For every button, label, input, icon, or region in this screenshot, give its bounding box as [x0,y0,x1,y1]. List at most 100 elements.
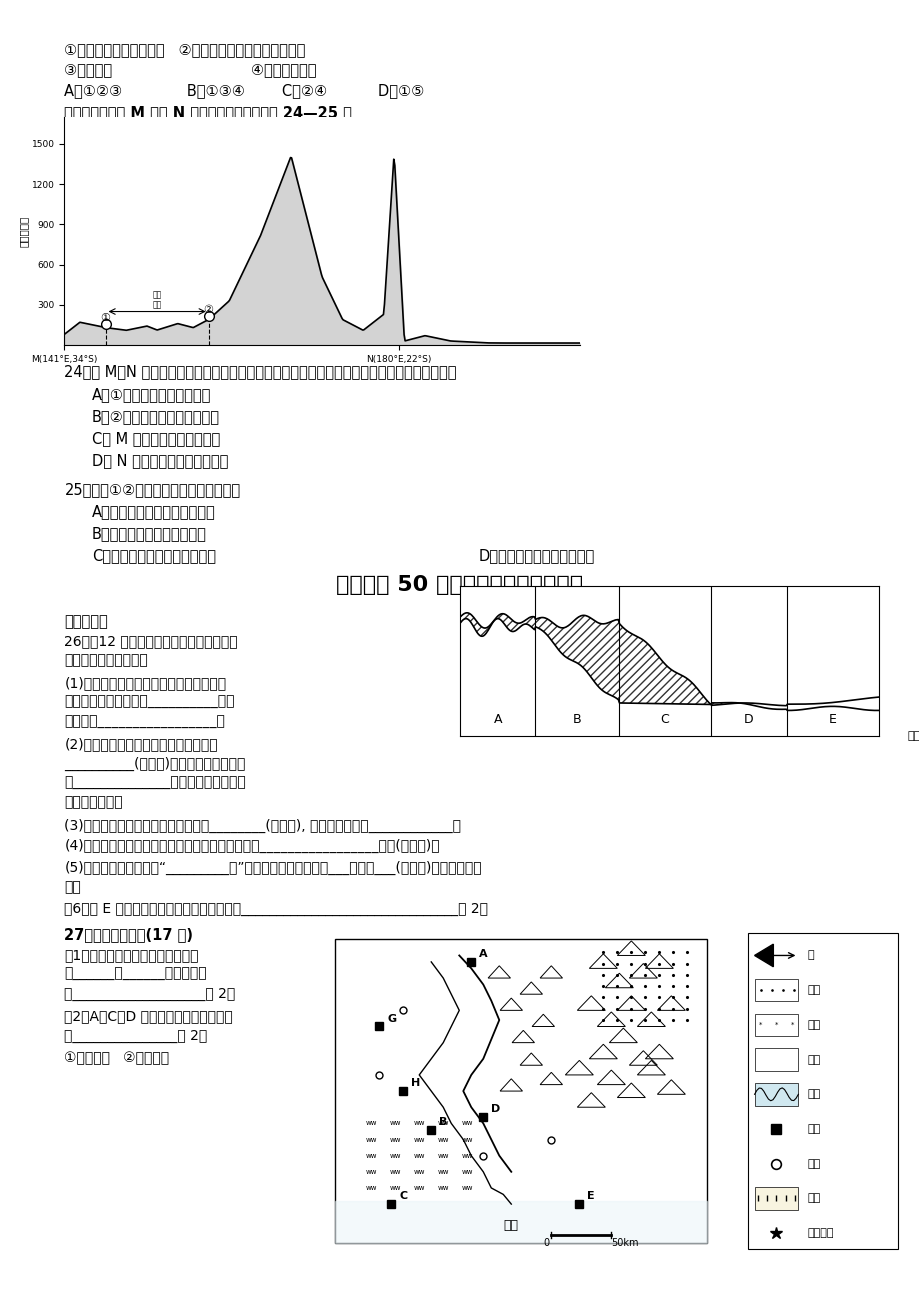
Text: （1）图中五城市中可能形成较早的: （1）图中五城市中可能形成较早的 [64,948,199,962]
Text: ww: ww [437,1185,448,1191]
Text: 城市: 城市 [807,1124,820,1134]
Text: ww: ww [365,1137,377,1143]
Text: 太平
洋板: 太平 洋板 [153,290,162,310]
Text: B: B [438,1117,448,1128]
Text: *: * [789,1022,793,1027]
Text: 是______、______城市，原因: 是______、______城市，原因 [64,967,207,982]
Text: C．水稺种植业、大牧场放牧业: C．水稺种植业、大牧场放牧业 [92,548,216,564]
Bar [754,1187,798,1210]
Text: ①平原地形   ②气候因素: ①平原地形 ②气候因素 [64,1051,169,1065]
Text: B: B [573,713,581,727]
Text: ww: ww [461,1137,472,1143]
Text: C． M 附近地区气候温和多雨: C． M 附近地区气候温和多雨 [92,431,220,447]
Text: 沙漠: 沙漠 [807,986,820,995]
Text: 算方法是_________________。: 算方法是_________________。 [64,715,225,729]
Text: A．①②③              B．①③④        C．②④           D．①⑤: A．①②③ B．①③④ C．②④ D．①⑤ [64,83,425,99]
Text: 24．若 M、N 两地几乎同时日落，且两地的昼夜变化幅度达一年中最大值时，下列说法正确的是: 24．若 M、N 两地几乎同时日落，且两地的昼夜变化幅度达一年中最大值时，下列说… [64,365,457,380]
Bar [754,1048,798,1070]
Text: ww: ww [413,1120,425,1126]
Text: D: D [743,713,753,727]
Text: D: D [491,1104,500,1115]
Text: C: C [660,713,669,727]
Text: 0: 0 [543,1238,549,1249]
Bar [754,1013,798,1036]
Text: 鱼: 鱼 [807,950,813,961]
Text: ③地广人稀                              ④有便利的交通: ③地广人稀 ④有便利的交通 [64,62,316,78]
Text: (3)图中人口出生率显著下降的阶段是________(填字母), 它的根本原因是____________。: (3)图中人口出生率显著下降的阶段是________(填字母), 它的根本原因是… [64,819,461,833]
Text: E: E [586,1191,595,1202]
Text: (2)图中处于人口增长过渡模式阶段的是: (2)图中处于人口增长过渡模式阶段的是 [64,737,218,751]
Text: A．大牧场放牧业、种植园农业: A．大牧场放牧业、种植园农业 [92,504,216,519]
Bar [754,1083,798,1105]
Text: ww: ww [365,1120,377,1126]
Text: 草地: 草地 [807,1019,820,1030]
Text: 27．读下图回答：(17 分): 27．读下图回答：(17 分) [64,927,193,943]
Text: 死亡率，斜线部分表示__________，计: 死亡率，斜线部分表示__________，计 [64,695,234,710]
Text: 25．图中①②两地的农业地域类型分别是: 25．图中①②两地的农业地域类型分别是 [64,482,240,497]
Text: E: E [828,713,835,727]
Text: ww: ww [461,1120,472,1126]
Text: 看属于该类型。: 看属于该类型。 [64,796,123,810]
Text: ww: ww [413,1152,425,1159]
Text: H: H [411,1078,420,1088]
Text: ww: ww [389,1137,401,1143]
Y-axis label: 海拔（米）: 海拔（米） [19,215,28,247]
Text: 时间: 时间 [907,730,919,741]
Text: C: C [399,1191,407,1202]
Polygon shape [335,1200,707,1243]
Text: 河湖: 河湖 [807,1090,820,1099]
Text: ①: ① [100,312,110,323]
Text: (1)图中两条曲线分别表示人口的出生率和: (1)图中两条曲线分别表示人口的出生率和 [64,676,226,690]
Text: ww: ww [437,1137,448,1143]
Text: ww: ww [365,1152,377,1159]
Text: B．②地区的地下水位明显上升: B．②地区的地下水位明显上升 [92,409,220,424]
Text: *: * [758,1022,762,1027]
Text: ww: ww [461,1152,472,1159]
Text: 海洋: 海洋 [504,1219,518,1232]
Text: 风景名胜: 风景名胜 [807,1228,834,1238]
Text: *: * [774,1022,777,1027]
Text: D． N 地此时多热浪和台风灾害: D． N 地此时多热浪和台风灾害 [92,453,228,469]
Text: D．混合农业、商品谷物农业: D．混合农业、商品谷物农业 [478,548,594,564]
Text: (5)我国人口增长已接近“_________型”增长模式，即处于图中___阶段向___(填字母)阶段转变的过: (5)我国人口增长已接近“_________型”增长模式，即处于图中___阶段向… [64,861,482,875]
Text: ww: ww [365,1185,377,1191]
Text: （6）在 E 阶段人口死亡率有所上升的原因是_______________________________。 2分: （6）在 E 阶段人口死亡率有所上升的原因是__________________… [64,902,488,917]
Text: 是_______________。 2分: 是_______________。 2分 [64,1029,208,1043]
Text: A: A [479,949,487,960]
Text: (4)图中人口年龄结构呼老年型，世代更替缓慢的是_________________阶段(填字母)。: (4)图中人口年龄结构呼老年型，世代更替缓慢的是________________… [64,838,439,853]
Text: 二卷（共 50 分，请在答题卡上作答）: 二卷（共 50 分，请在答题卡上作答） [336,575,583,595]
Text: 沙滩: 沙滩 [807,1194,820,1203]
Text: 50km: 50km [611,1238,638,1249]
Text: 乡村: 乡村 [807,1159,820,1169]
Text: ww: ww [389,1185,401,1191]
Text: 意图，回答下列问题。: 意图，回答下列问题。 [64,654,148,668]
Text: ww: ww [461,1185,472,1191]
Text: 二、综合题: 二、综合题 [64,615,108,630]
Text: ww: ww [413,1137,425,1143]
Text: ②: ② [203,305,213,315]
Text: （2）A、C、D 城市兴起的共同区位因素: （2）A、C、D 城市兴起的共同区位因素 [64,1009,233,1023]
Text: A: A [493,713,502,727]
Bar [754,979,798,1001]
Text: ww: ww [461,1169,472,1174]
Text: ww: ww [413,1185,425,1191]
Text: 程。: 程。 [64,880,81,894]
Text: ww: ww [365,1169,377,1174]
Text: ww: ww [437,1169,448,1174]
Text: ww: ww [389,1152,401,1159]
Text: ww: ww [389,1120,401,1126]
Polygon shape [754,944,773,967]
Text: ①有大面积可供开发土地   ②有热量充足，降水丰沛的气候: ①有大面积可供开发土地 ②有热量充足，降水丰沛的气候 [64,42,305,57]
Text: 农田: 农田 [807,1055,820,1065]
Text: A．①地附近河流进入枯水期: A．①地附近河流进入枯水期 [92,387,211,402]
Text: 读世界某地区从 M 地至 N 地的地形剖面图，回答 24—25 题: 读世界某地区从 M 地至 N 地的地形剖面图，回答 24—25 题 [64,105,352,121]
Text: 26．（12 分）读人口增长模式类型转变示: 26．（12 分）读人口增长模式类型转变示 [64,634,238,648]
Text: ww: ww [413,1169,425,1174]
Text: __________(填字母)；目前按经济发展水: __________(填字母)；目前按经济发展水 [64,756,245,771]
Text: 为___________________。 2分: 为___________________。 2分 [64,987,235,1001]
Text: ww: ww [437,1152,448,1159]
Text: ww: ww [389,1169,401,1174]
Text: ww: ww [437,1120,448,1126]
Text: B．混合农业、大牧场放牧业: B．混合农业、大牧场放牧业 [92,526,207,542]
Text: G: G [387,1014,396,1023]
